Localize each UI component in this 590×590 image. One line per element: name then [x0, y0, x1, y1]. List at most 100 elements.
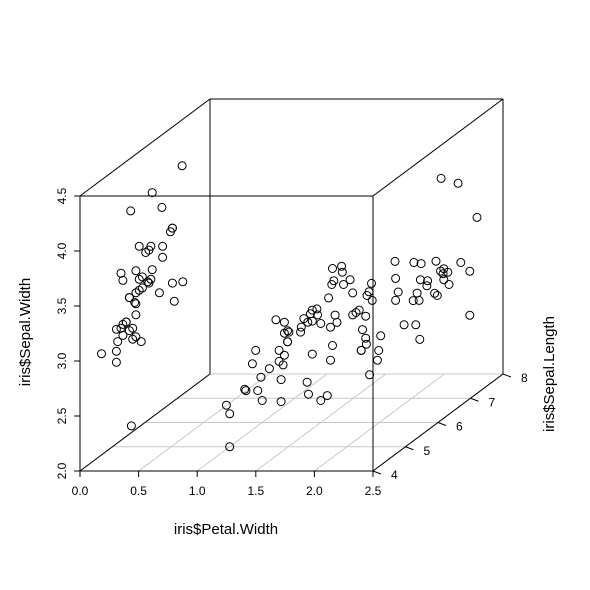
data-point [312, 304, 322, 314]
data-point [178, 277, 188, 287]
y-tick-label: 7 [489, 395, 496, 409]
x-axis-title: iris$Petal.Width [174, 521, 278, 538]
data-point [146, 241, 156, 251]
data-point [465, 310, 475, 320]
data-point [97, 349, 106, 359]
x-tick-label: 1.0 [189, 484, 206, 498]
data-point [439, 275, 449, 285]
data-point [327, 280, 337, 289]
data-point [361, 333, 371, 343]
data-point [284, 327, 294, 337]
data-point [279, 317, 289, 327]
data-point [337, 267, 347, 277]
data-point [251, 345, 261, 355]
y-tick-label: 6 [456, 420, 463, 434]
data-point [274, 345, 284, 355]
data-point [390, 256, 400, 266]
data-point [423, 276, 433, 286]
y-tick-label: 5 [424, 444, 431, 458]
data-point [430, 288, 440, 298]
x-tick-label: 1.5 [247, 484, 264, 498]
data-point [422, 281, 432, 291]
data-point [345, 275, 355, 285]
data-point [147, 188, 157, 198]
data-point [431, 256, 441, 266]
data-point [131, 266, 141, 276]
data-point [296, 322, 306, 332]
data-point [264, 364, 274, 374]
data-point [271, 315, 281, 325]
data-point [322, 391, 332, 401]
data-point [376, 331, 386, 341]
data-point [438, 269, 448, 279]
y-axis-title: iris$Sepal.Length [541, 316, 558, 432]
data-point [137, 283, 147, 293]
data-point [283, 337, 293, 347]
data-point [415, 334, 425, 344]
data-point [326, 322, 335, 332]
data-point [158, 252, 168, 262]
data-point [111, 357, 121, 367]
data-point [326, 355, 335, 365]
y-tick [437, 422, 447, 426]
data-point [240, 384, 250, 394]
data-point [177, 161, 187, 171]
data-point [126, 206, 136, 216]
data-point [367, 278, 376, 288]
data-point [276, 397, 286, 407]
data-point [225, 409, 235, 419]
x-tick-label: 0.5 [130, 484, 147, 498]
data-point [158, 241, 168, 251]
y-tick-label: 8 [521, 371, 528, 385]
data-point [316, 396, 326, 405]
data-point [296, 327, 306, 337]
data-point [144, 278, 154, 288]
data-point [128, 334, 138, 344]
data-point [247, 359, 257, 369]
data-point [411, 320, 421, 330]
data-point [409, 258, 419, 267]
data-point [324, 293, 334, 303]
data-point [165, 227, 175, 237]
z-tick-label: 3.5 [55, 297, 69, 314]
data-point [337, 261, 347, 271]
z-axis-title: iris$Sepal.Width [17, 278, 34, 386]
z-tick-label: 4.5 [55, 187, 69, 204]
data-point [131, 332, 141, 342]
data-point [304, 389, 313, 399]
data-point [444, 280, 454, 289]
data-point [456, 258, 466, 267]
y-tick-label: 4 [391, 468, 398, 482]
data-point [330, 310, 340, 320]
data-point [354, 305, 364, 315]
data-point [274, 356, 284, 366]
data-point [361, 339, 371, 349]
data-point [276, 375, 286, 385]
data-point [279, 328, 289, 338]
x-tick-label: 2.0 [306, 484, 323, 498]
data-point [393, 287, 403, 297]
data-point [316, 319, 326, 328]
data-point [439, 264, 449, 274]
x-tick-label: 0.0 [72, 484, 89, 498]
data-point [307, 305, 317, 315]
z-tick-label: 2.0 [55, 462, 69, 479]
data-point [118, 319, 128, 329]
data-point [361, 311, 371, 321]
data-point [391, 295, 401, 305]
data-point [279, 350, 289, 360]
data-point [137, 272, 147, 282]
y-tick [502, 373, 512, 378]
data-point [128, 323, 138, 333]
data-point [111, 324, 121, 334]
data-point [412, 288, 422, 298]
data-point [307, 349, 317, 359]
data-point [131, 310, 141, 320]
data-point [356, 345, 366, 355]
data-point [253, 386, 263, 396]
data-point [113, 337, 123, 347]
data-point [167, 278, 177, 288]
y-tick [470, 397, 479, 402]
data-point [313, 310, 323, 320]
